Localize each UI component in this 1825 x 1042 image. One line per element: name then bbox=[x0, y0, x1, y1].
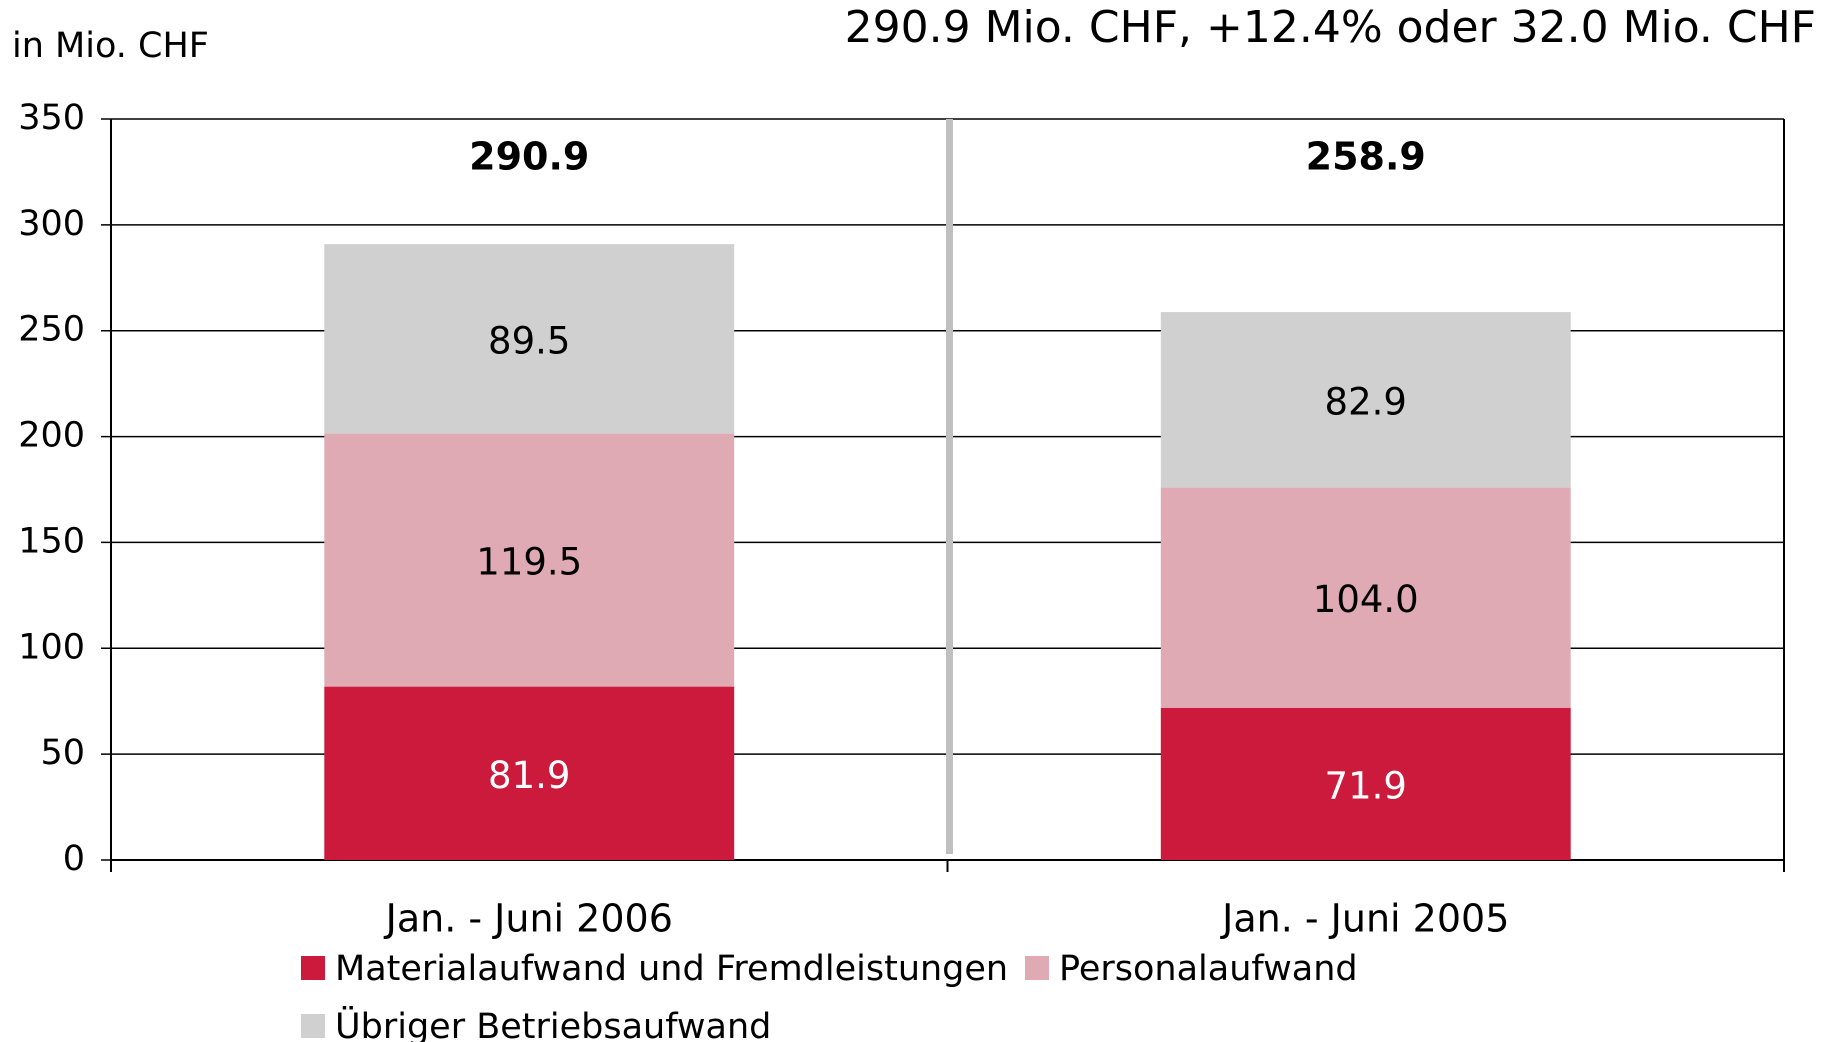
bar-segment bbox=[1160, 487, 1571, 708]
total-label: 290.9 bbox=[469, 135, 589, 179]
y-tick-label: 0 bbox=[63, 839, 85, 879]
legend-swatch bbox=[1025, 956, 1049, 980]
legend-label: Übriger Betriebsaufwand bbox=[335, 1005, 771, 1042]
bar-segment bbox=[1160, 312, 1571, 488]
value-label: 104.0 bbox=[1313, 578, 1419, 621]
y-tick-label: 100 bbox=[18, 627, 85, 667]
y-tick-label: 350 bbox=[18, 98, 85, 138]
bar-segment bbox=[324, 686, 735, 860]
bar-segment bbox=[324, 433, 735, 687]
x-tick-label: Jan. - Juni 2006 bbox=[384, 897, 673, 941]
legend-swatch bbox=[301, 1014, 325, 1038]
bar-segment bbox=[1160, 707, 1571, 860]
bar-segment bbox=[324, 244, 735, 434]
y-tick-label: 50 bbox=[40, 733, 85, 773]
y-tick-label: 250 bbox=[18, 310, 85, 350]
legend-label: Personalaufwand bbox=[1059, 949, 1358, 989]
total-label: 258.9 bbox=[1306, 135, 1426, 179]
chart-title: 290.9 Mio. CHF, +12.4% oder 32.0 Mio. CH… bbox=[845, 2, 1816, 53]
y-axis-label: in Mio. CHF bbox=[12, 26, 209, 66]
legend-label: Materialaufwand und Fremdleistungen bbox=[335, 949, 1008, 989]
y-tick-label: 300 bbox=[18, 204, 85, 244]
value-label: 119.5 bbox=[476, 541, 582, 584]
x-tick-label: Jan. - Juni 2005 bbox=[1220, 897, 1509, 941]
legend-swatch bbox=[301, 956, 325, 980]
value-label: 89.5 bbox=[488, 319, 570, 362]
value-label: 81.9 bbox=[488, 754, 570, 797]
y-tick-label: 150 bbox=[18, 521, 85, 561]
y-tick-label: 200 bbox=[18, 416, 85, 456]
value-label: 71.9 bbox=[1325, 764, 1407, 807]
value-label: 82.9 bbox=[1325, 380, 1407, 423]
